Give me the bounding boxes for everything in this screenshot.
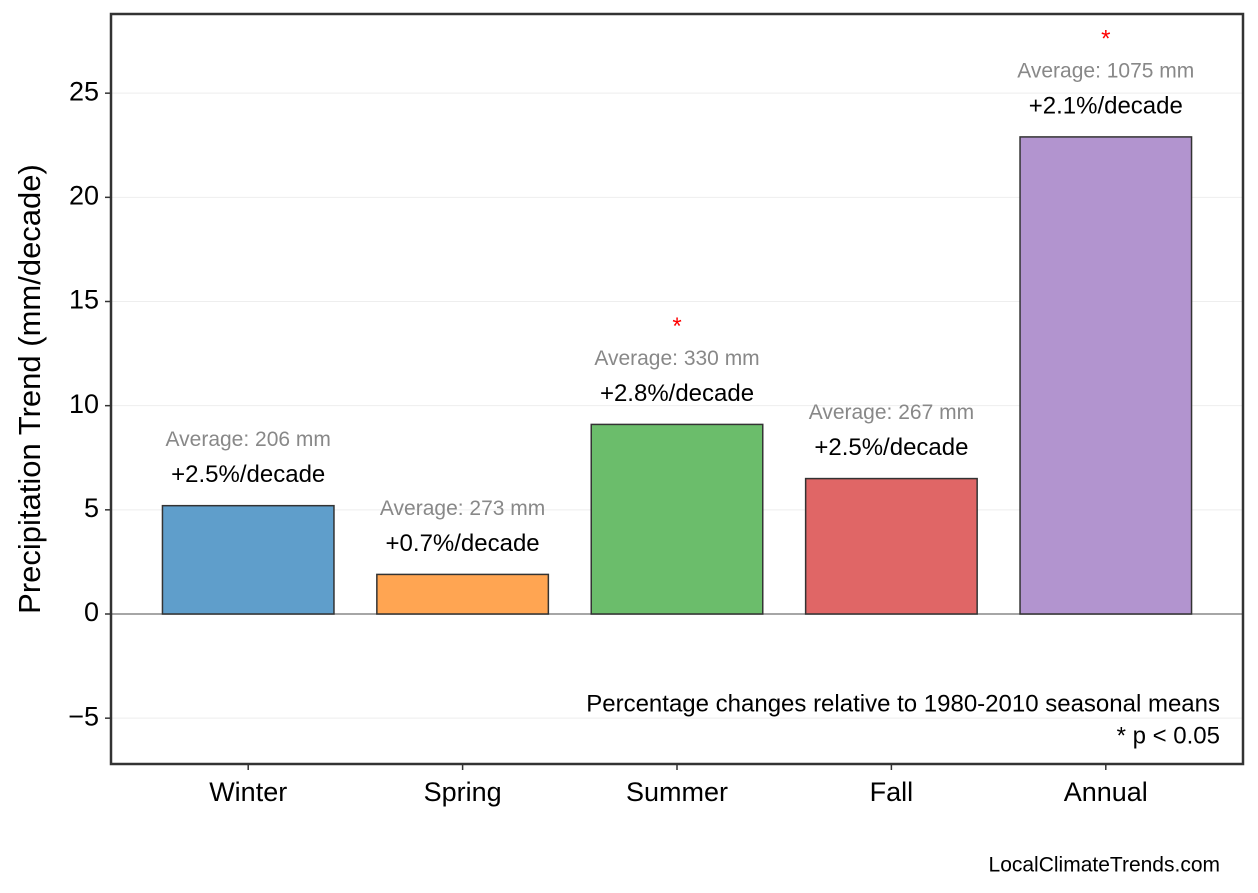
x-tick-label: Summer [626,777,728,807]
y-tick-label: 0 [84,597,99,627]
source: LocalClimateTrends.com [989,854,1220,877]
average-label: Average: 330 mm [594,347,759,370]
x-tick-label: Spring [424,777,502,807]
average-label: Average: 273 mm [380,497,545,520]
percent-label: +0.7%/decade [386,530,540,557]
percent-label: +2.1%/decade [1029,92,1183,119]
y-tick-label: −5 [68,701,99,731]
y-tick-label: 10 [69,389,99,419]
bar [1019,136,1193,615]
x-tick-label: Winter [209,777,287,807]
x-tick-label: Fall [870,777,914,807]
bar [590,423,764,615]
y-tick-label: 20 [69,180,99,210]
y-tick-label: 25 [69,76,99,106]
significance-marker: * [672,313,681,340]
percent-label: +2.5%/decade [171,461,325,488]
y-axis-label: Precipitation Trend (mm/decade) [12,164,47,614]
annotation: Percentage changes relative to 1980-2010… [586,690,1220,717]
percent-label: +2.5%/decade [814,434,968,461]
significance-marker: * [1101,25,1110,52]
bar [804,477,978,615]
percent-label: +2.8%/decade [600,380,754,407]
bar [161,504,335,615]
x-tick-label: Annual [1064,777,1148,807]
y-tick-label: 15 [69,285,99,315]
average-label: Average: 1075 mm [1017,59,1194,82]
average-label: Average: 206 mm [166,428,331,451]
bar [376,573,550,615]
y-tick-label: 5 [84,493,99,523]
average-label: Average: 267 mm [809,401,974,424]
annotation: * p < 0.05 [1117,722,1220,749]
plot-frame [109,12,1245,766]
